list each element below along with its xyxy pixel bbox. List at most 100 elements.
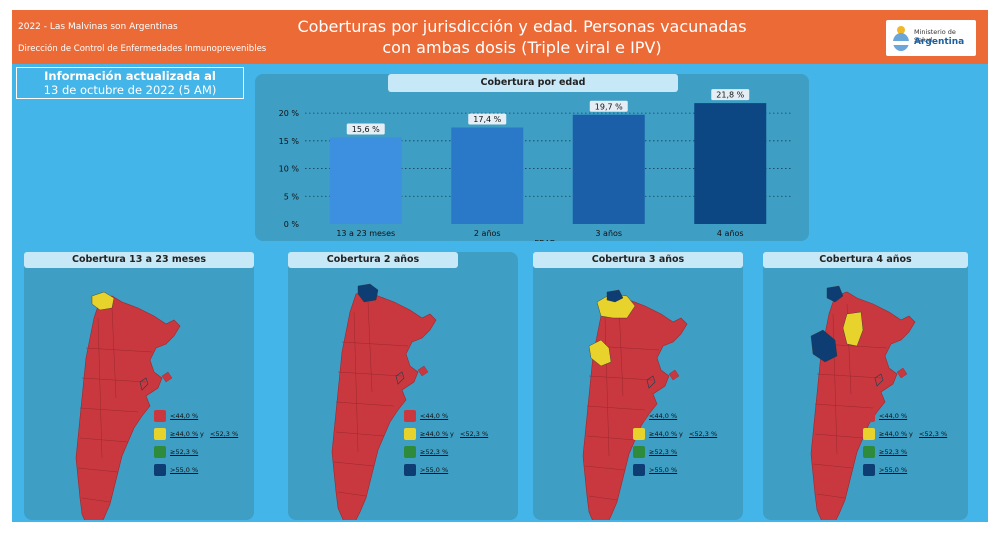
province-border (111, 307, 117, 399)
province-border (814, 433, 864, 439)
chart-title: Cobertura por edad (388, 74, 678, 92)
argentina-map (810, 285, 916, 520)
map-region (842, 311, 864, 347)
legend-label: ≥52,3 % (879, 448, 908, 456)
legend-label: >55,0 % (170, 466, 199, 474)
legend-label: <52,3 % (919, 430, 948, 438)
x-tick-label: 4 años (717, 229, 744, 238)
map-region (395, 371, 405, 385)
data-label: 21,8 % (716, 91, 744, 100)
province-border (604, 315, 610, 457)
map-panel-3-anos: Cobertura 3 años <44,0 % ≥44,0 % y <52,3 % ≥… (533, 252, 743, 520)
header-department: Dirección de Control de Enfermedades Inm… (18, 44, 267, 54)
map-region (417, 365, 429, 377)
map-title: Cobertura 13 a 23 meses (24, 252, 254, 268)
legend-swatch (863, 410, 875, 422)
y-tick-label: 20 % (279, 109, 300, 118)
y-tick-label: 15 % (279, 137, 300, 146)
legend-label: ≥44,0 % (170, 430, 199, 438)
province-border (337, 491, 367, 497)
header-slogan: 2022 - Las Malvinas son Argentinas (18, 22, 178, 32)
legend-swatch (633, 464, 645, 476)
province-border (816, 373, 882, 379)
legend-swatch (404, 428, 416, 440)
map-region (139, 377, 149, 391)
legend-label: ≥52,3 % (170, 448, 199, 456)
legend-label: <44,0 % (649, 412, 678, 420)
map-title: Cobertura 4 años (763, 252, 968, 268)
legend-label: >55,0 % (649, 466, 678, 474)
province-border (77, 467, 119, 473)
map-panel-2-anos: Cobertura 2 años <44,0 % ≥44,0 % y <52,3 % ≥… (288, 252, 518, 520)
province-border (97, 317, 103, 459)
ministry-logo: Ministerio de Salud Argentina (886, 20, 976, 56)
province-border (335, 401, 395, 407)
legend-swatch (863, 428, 875, 440)
province-border (79, 407, 139, 413)
x-tick-label: 2 años (474, 229, 501, 238)
legend-label: ≥44,0 % (420, 430, 449, 438)
data-label-box (468, 113, 507, 125)
province-border (618, 305, 624, 397)
map-region (331, 289, 437, 520)
map-region (75, 295, 181, 520)
province-border (588, 375, 654, 381)
map-legend: <44,0 % ≥44,0 % y <52,3 % ≥52,3 % >55,0 % (404, 410, 514, 480)
map-region (810, 329, 838, 363)
map-legend: <44,0 % ≥44,0 % y <52,3 % ≥52,3 % >55,0 % (154, 410, 254, 480)
legend-swatch (154, 410, 166, 422)
legend-label: ≥52,3 % (420, 448, 449, 456)
legend-label: <44,0 % (879, 412, 908, 420)
legend-connector: y (200, 430, 204, 438)
map-region (357, 283, 379, 303)
legend-swatch (404, 464, 416, 476)
map-legend: <44,0 % ≥44,0 % y <52,3 % ≥52,3 % >55,0 % (633, 410, 741, 480)
data-label: 17,4 % (473, 115, 501, 124)
x-axis-label: EDAD (534, 239, 556, 241)
province-border (812, 463, 854, 469)
map-title: Cobertura 2 años (288, 252, 458, 268)
map-region (646, 375, 656, 389)
map-panel-13-23-meses: Cobertura 13 a 23 meses <44,0 % ≥44,0 % y <… (24, 252, 254, 520)
data-label-box (589, 100, 628, 112)
map-panel-4-anos: Cobertura 4 años <44,0 % ≥44,0 % y <52,3 % ≥… (763, 252, 968, 520)
y-tick-label: 10 % (279, 165, 300, 174)
bar (694, 103, 767, 224)
map-region (588, 339, 612, 367)
y-tick-label: 5 % (284, 192, 300, 201)
map-region (668, 369, 680, 381)
legend-label: >55,0 % (879, 466, 908, 474)
legend-label: >55,0 % (420, 466, 449, 474)
map-region (606, 289, 624, 303)
map-region (161, 371, 173, 383)
province-border (81, 497, 111, 503)
province-border (814, 403, 874, 409)
legend-label: <44,0 % (170, 412, 199, 420)
x-tick-label: 13 a 23 meses (336, 229, 395, 238)
map-region (810, 291, 916, 520)
legend-label: <44,0 % (420, 412, 449, 420)
legend-label: ≥44,0 % (879, 430, 908, 438)
province-border (333, 461, 375, 467)
map-region (826, 285, 844, 303)
logo-text-ministry: Ministerio de Salud (914, 28, 956, 44)
legend-connector: y (679, 430, 683, 438)
data-label-box (346, 123, 385, 135)
header-bar: 2022 - Las Malvinas son Argentinas Direc… (12, 10, 988, 64)
x-tick-label: 3 años (595, 229, 622, 238)
province-border (584, 465, 626, 471)
argentina-map (331, 283, 437, 520)
legend-swatch (633, 446, 645, 458)
argentina-map (582, 289, 688, 520)
age-coverage-bar-chart: 0 % 5 % 10 % 15 % 20 % 15,6 % 13 a 23 meses 17,… (279, 89, 791, 241)
province-border (816, 493, 846, 499)
map-region (874, 373, 884, 387)
legend-label: ≥52,3 % (649, 448, 678, 456)
bar (451, 127, 524, 224)
logo-text-country: Argentina (914, 37, 965, 47)
legend-swatch (633, 410, 645, 422)
province-border (832, 313, 838, 455)
data-label: 19,7 % (595, 102, 623, 111)
update-info-box: Información actualizada al 13 de octubre… (16, 67, 244, 99)
argentina-map (75, 291, 181, 520)
